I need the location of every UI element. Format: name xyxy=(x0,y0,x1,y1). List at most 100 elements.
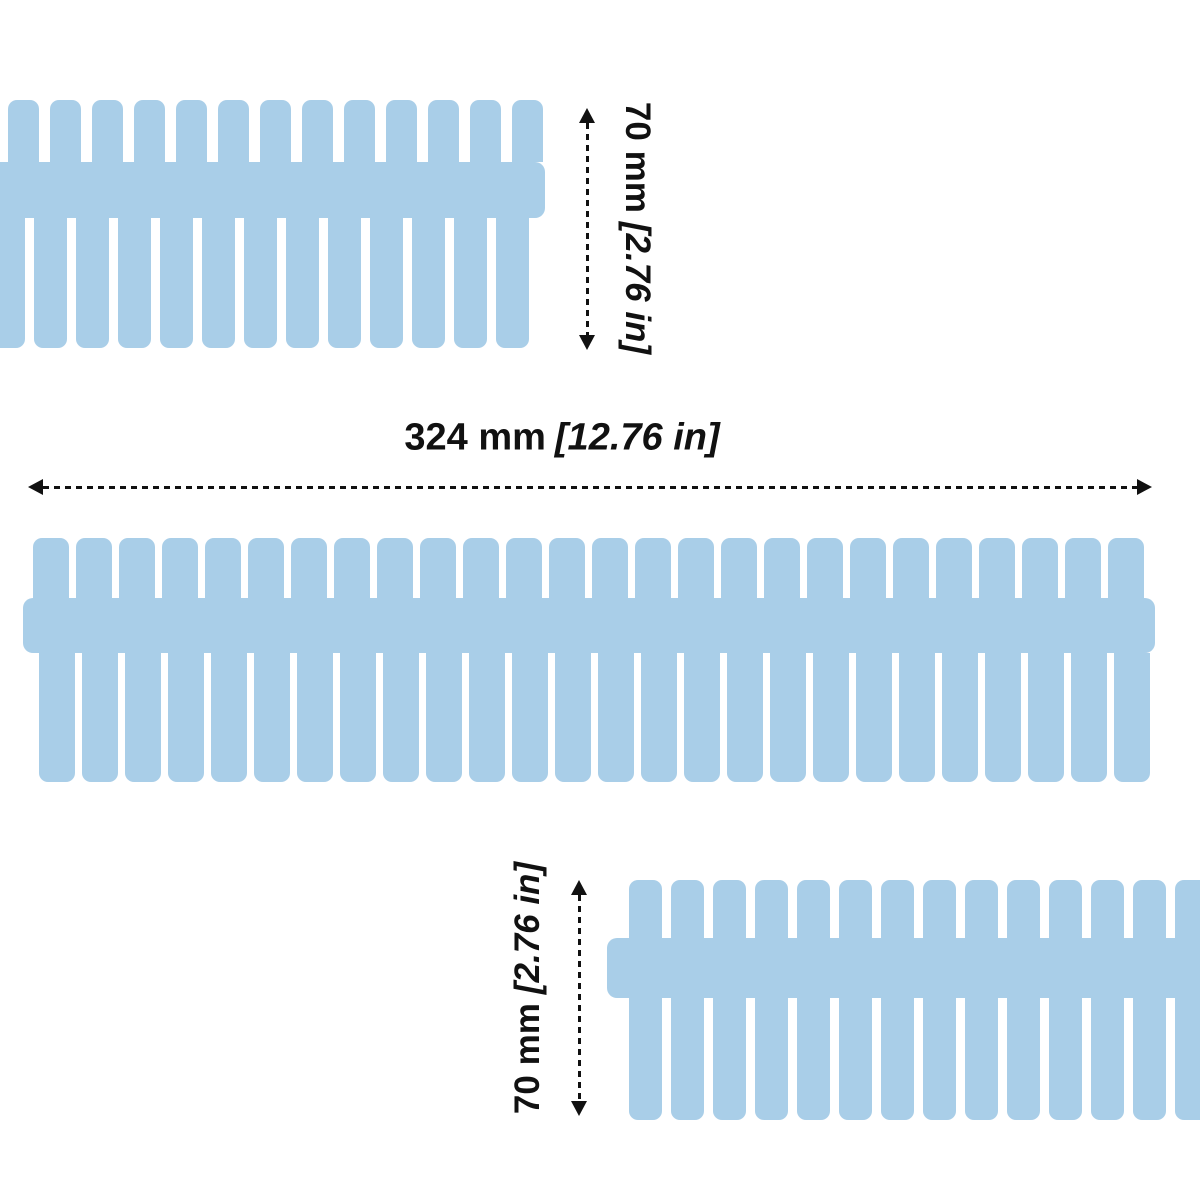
divider-tooth xyxy=(797,880,830,938)
divider-tooth xyxy=(176,100,207,162)
divider-tooth xyxy=(727,653,763,782)
divider-strip-middle xyxy=(23,538,1155,782)
divider-tooth xyxy=(291,538,327,598)
divider-tooth xyxy=(770,653,806,782)
divider-tooth xyxy=(813,653,849,782)
divider-tooth xyxy=(1007,998,1040,1120)
divider-tooth xyxy=(512,653,548,782)
divider-tooth xyxy=(334,538,370,598)
length-dimension-label: 324 mm [12.76 in] xyxy=(404,417,719,460)
divider-tooth xyxy=(671,880,704,938)
divider-tooth xyxy=(119,538,155,598)
divider-tooth xyxy=(979,538,1015,598)
divider-tooth xyxy=(286,218,319,348)
divider-tooth xyxy=(202,218,235,348)
divider-tooth xyxy=(671,998,704,1120)
divider-teeth-top-row xyxy=(8,100,545,162)
divider-tooth xyxy=(893,538,929,598)
divider-tooth xyxy=(162,538,198,598)
arrow-up-icon xyxy=(579,108,595,123)
divider-tooth xyxy=(33,538,69,598)
divider-tooth xyxy=(881,998,914,1120)
divider-tooth xyxy=(1007,880,1040,938)
divider-tooth xyxy=(850,538,886,598)
divider-teeth-bottom-row xyxy=(629,998,1200,1120)
divider-tooth xyxy=(428,100,459,162)
divider-tooth xyxy=(635,538,671,598)
divider-tooth xyxy=(383,653,419,782)
divider-tooth xyxy=(641,653,677,782)
divider-tooth xyxy=(469,653,505,782)
divider-tooth xyxy=(881,880,914,938)
divider-tooth xyxy=(684,653,720,782)
divider-tooth xyxy=(205,538,241,598)
divider-tooth xyxy=(76,538,112,598)
divider-tooth xyxy=(965,880,998,938)
divider-tooth xyxy=(125,653,161,782)
divider-tooth xyxy=(1028,653,1064,782)
length-value: 324 mm xyxy=(404,416,546,459)
divider-tooth xyxy=(1091,998,1124,1120)
dashed-line xyxy=(43,485,1137,489)
divider-spine xyxy=(0,162,545,218)
arrow-down-icon xyxy=(579,335,595,350)
divider-tooth xyxy=(1175,880,1200,938)
height-value-inches: [2.76 in] xyxy=(618,221,657,355)
divider-tooth xyxy=(1022,538,1058,598)
divider-tooth xyxy=(297,653,333,782)
divider-tooth xyxy=(506,538,542,598)
divider-tooth xyxy=(807,538,843,598)
divider-tooth xyxy=(420,538,456,598)
height-value: 70 mm xyxy=(508,1003,547,1115)
divider-tooth xyxy=(839,998,872,1120)
height-value: 70 mm xyxy=(618,101,657,213)
divider-tooth xyxy=(985,653,1021,782)
divider-tooth xyxy=(755,880,788,938)
divider-strip-top-left xyxy=(0,100,545,348)
divider-tooth xyxy=(426,653,462,782)
height-dimension-arrow-bottom xyxy=(571,880,587,1116)
divider-tooth xyxy=(1114,653,1150,782)
divider-tooth xyxy=(1133,998,1166,1120)
divider-tooth xyxy=(512,100,543,162)
divider-tooth xyxy=(549,538,585,598)
divider-tooth xyxy=(1091,880,1124,938)
divider-tooth xyxy=(302,100,333,162)
divider-tooth xyxy=(598,653,634,782)
divider-spine xyxy=(23,598,1155,653)
divider-tooth xyxy=(470,100,501,162)
divider-tooth xyxy=(764,538,800,598)
divider-tooth xyxy=(755,998,788,1120)
divider-tooth xyxy=(1133,880,1166,938)
divider-tooth xyxy=(160,218,193,348)
length-dimension-arrow xyxy=(28,479,1152,495)
arrow-left-icon xyxy=(28,479,43,495)
divider-tooth xyxy=(412,218,445,348)
divider-tooth xyxy=(899,653,935,782)
divider-tooth xyxy=(856,653,892,782)
divider-tooth xyxy=(713,880,746,938)
divider-tooth xyxy=(344,100,375,162)
divider-tooth xyxy=(592,538,628,598)
divider-tooth xyxy=(82,653,118,782)
divider-tooth xyxy=(463,538,499,598)
arrow-down-icon xyxy=(571,1101,587,1116)
divider-tooth xyxy=(340,653,376,782)
divider-tooth xyxy=(454,218,487,348)
divider-tooth xyxy=(244,218,277,348)
divider-tooth xyxy=(168,653,204,782)
divider-tooth xyxy=(797,998,830,1120)
divider-tooth xyxy=(496,218,529,348)
divider-tooth xyxy=(936,538,972,598)
divider-strip-bottom-right xyxy=(607,880,1200,1120)
divider-teeth-top-row xyxy=(33,538,1155,598)
length-value-inches: [12.76 in] xyxy=(554,416,720,459)
divider-teeth-top-row xyxy=(629,880,1200,938)
divider-tooth xyxy=(721,538,757,598)
divider-teeth-bottom-row xyxy=(39,653,1155,782)
height-dimension-label-bottom: 70 mm [2.76 in] xyxy=(508,862,548,1114)
height-dimension-arrow-top xyxy=(579,108,595,350)
divider-tooth xyxy=(8,100,39,162)
divider-tooth xyxy=(1049,880,1082,938)
